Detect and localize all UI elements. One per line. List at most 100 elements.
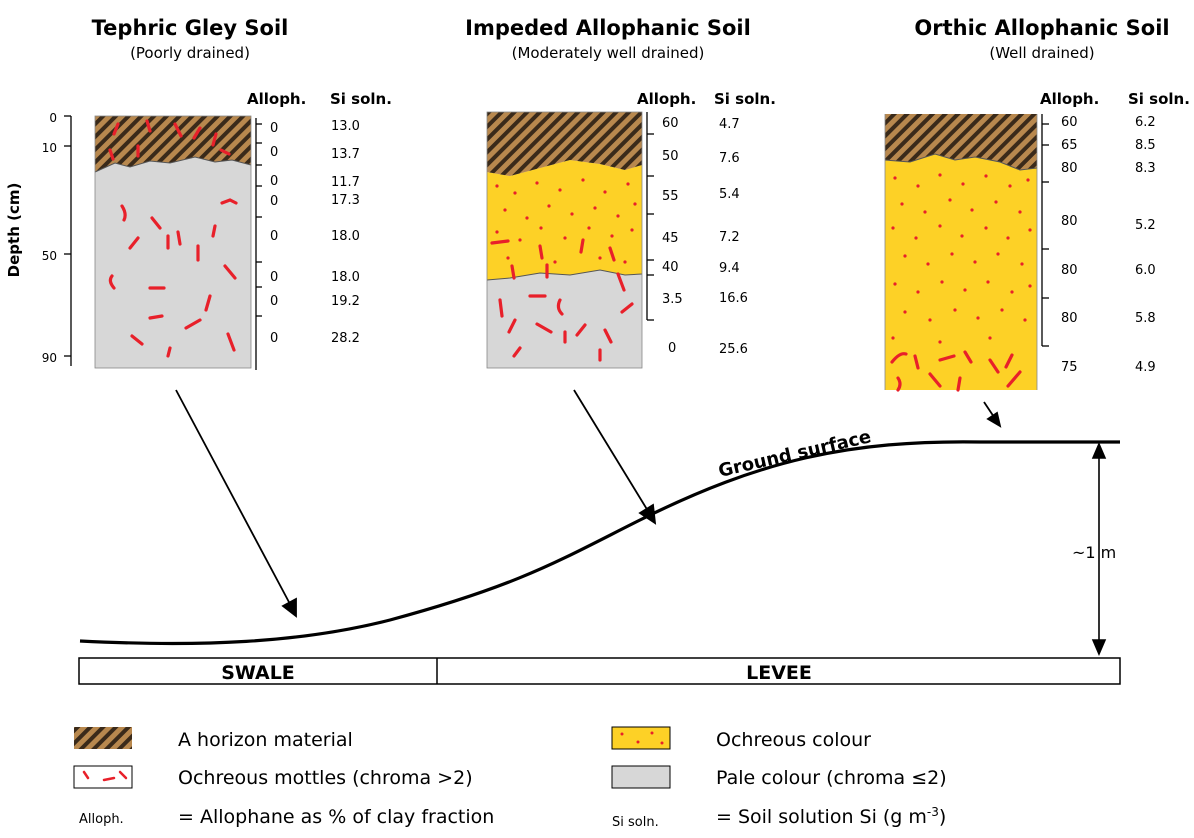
depth-tick-10: 10 [42, 141, 57, 155]
si-value: 16.6 [719, 291, 748, 306]
mottles-swatch [73, 765, 133, 789]
alloph-value: 0 [270, 270, 278, 285]
legend-ochreous: Ochreous colour [716, 729, 871, 751]
alloph-value: 80 [1061, 161, 1078, 176]
alloph-column-header: Alloph. [637, 90, 696, 108]
si-value: 8.3 [1135, 161, 1156, 176]
alloph-value: 0 [270, 294, 278, 309]
pale-swatch [611, 765, 671, 789]
si-value: 5.2 [1135, 218, 1156, 233]
alloph-value: 0 [270, 145, 278, 160]
alloph-value: 80 [1061, 263, 1078, 278]
si-value: 4.9 [1135, 360, 1156, 375]
alloph-values: 60 65 80 80 80 80 75 [1061, 115, 1078, 375]
landform-band [78, 657, 1121, 685]
alloph-value: 50 [662, 149, 679, 164]
si-value: 13.7 [331, 147, 360, 162]
alloph-value: 45 [662, 231, 679, 246]
si-value: 5.4 [719, 187, 740, 202]
profile-impeded-allophanic: Impeded Allophanic Soil (Moderately well… [465, 16, 776, 369]
depth-tick-50: 50 [42, 249, 57, 263]
profile-title: Impeded Allophanic Soil [465, 16, 751, 40]
si-value: 18.0 [331, 229, 360, 244]
ground-surface-label: Ground surface [716, 426, 873, 482]
profile-tephric-gley: Tephric Gley Soil (Poorly drained) Allop… [5, 16, 392, 370]
alloph-value: 80 [1061, 311, 1078, 326]
si-column-header: Si soln. [714, 90, 776, 108]
si-value: 17.3 [331, 193, 360, 208]
ochreous-horizon [487, 160, 642, 280]
si-values: 6.2 8.5 8.3 5.2 6.0 5.8 4.9 [1135, 115, 1156, 375]
a-horizon [885, 114, 1037, 170]
profile-orthic-allophanic: Orthic Allophanic Soil (Well drained) Al… [884, 16, 1190, 392]
ground-surface-line [79, 440, 1120, 646]
a-horizon [95, 116, 251, 172]
legend-alloph-key: Alloph. [79, 812, 124, 827]
ochreous-specks [495, 178, 637, 264]
ochreous-swatch [611, 726, 671, 750]
alloph-value: 80 [1061, 214, 1078, 229]
a-horizon [487, 112, 642, 176]
mottles [490, 238, 634, 362]
depth-tick-0: 0 [49, 111, 57, 125]
alloph-value: 60 [1061, 115, 1078, 130]
alloph-value: 3.5 [662, 292, 683, 307]
si-value: 6.2 [1135, 115, 1156, 130]
si-values: 13.0 13.7 11.7 17.3 18.0 18.0 19.2 28.2 [331, 119, 360, 346]
si-value: 5.8 [1135, 311, 1156, 326]
profile-title: Tephric Gley Soil [92, 16, 289, 40]
si-values: 4.7 7.6 5.4 7.2 9.4 16.6 25.6 [719, 117, 748, 357]
alloph-value: 75 [1061, 360, 1078, 375]
a-horizon-swatch [74, 727, 132, 749]
profile-drainage: (Poorly drained) [130, 44, 250, 62]
alloph-value: 0 [270, 121, 278, 136]
legend-pale: Pale colour (chroma ≤2) [716, 767, 947, 789]
alloph-value: 55 [662, 189, 679, 204]
mottles [890, 350, 1022, 392]
profile-drainage: (Well drained) [989, 44, 1094, 62]
landscape: Ground surface ~1 m SWALE LEVEE [78, 389, 1121, 685]
si-value: 13.0 [331, 119, 360, 134]
legend-mottles: Ochreous mottles (chroma >2) [178, 767, 473, 789]
alloph-value: 0 [270, 331, 278, 346]
si-value: 8.5 [1135, 138, 1156, 153]
alloph-column-header: Alloph. [1040, 90, 1099, 108]
alloph-column-header: Alloph. [247, 90, 306, 108]
alloph-value: 60 [662, 116, 679, 131]
height-label: ~1 m [1072, 543, 1116, 562]
alloph-value: 0 [270, 174, 278, 189]
alloph-value: 0 [668, 341, 676, 356]
ochreous-specks [891, 173, 1032, 344]
alloph-values: 60 50 55 45 40 3.5 0 [662, 116, 683, 356]
height-indicator [1091, 441, 1107, 657]
si-value: 9.4 [719, 261, 740, 276]
legend-si-def: = Soil solution Si (g m-3) [716, 805, 946, 828]
depth-tick-90: 90 [42, 351, 57, 365]
legend-a-horizon: A horizon material [178, 729, 353, 751]
si-value: 11.7 [331, 175, 360, 190]
alloph-value: 0 [270, 194, 278, 209]
si-value: 6.0 [1135, 263, 1156, 278]
si-value: 18.0 [331, 270, 360, 285]
profile-drainage: (Moderately well drained) [512, 44, 705, 62]
alloph-value: 40 [662, 260, 679, 275]
legend-si-key: Si soln. [612, 815, 659, 830]
mottles [108, 119, 238, 358]
si-value: 25.6 [719, 342, 748, 357]
alloph-values: 0 0 0 0 0 0 0 0 [270, 121, 278, 346]
si-column-header: Si soln. [1128, 90, 1190, 108]
swale-label: SWALE [221, 662, 295, 684]
si-value: 28.2 [331, 331, 360, 346]
alloph-value: 0 [270, 229, 278, 244]
si-value: 7.6 [719, 151, 740, 166]
legend-alloph-def: = Allophane as % of clay fraction [178, 806, 494, 828]
si-column-header: Si soln. [330, 90, 392, 108]
legend: A horizon material Ochreous mottles (chr… [73, 726, 947, 830]
alloph-value: 65 [1061, 138, 1078, 153]
profile-title: Orthic Allophanic Soil [914, 16, 1169, 40]
depth-axis-label: Depth (cm) [5, 183, 23, 278]
si-value: 19.2 [331, 294, 360, 309]
si-value: 7.2 [719, 230, 740, 245]
depth-axis: Depth (cm) 0 10 50 90 [5, 111, 72, 366]
